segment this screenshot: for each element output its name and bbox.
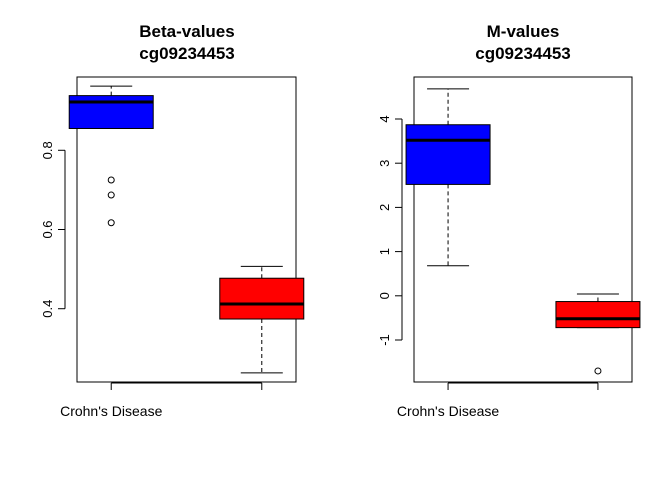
- y-tick-label: 0.8: [40, 141, 55, 159]
- y-tick-label: 2: [377, 204, 392, 211]
- y-tick-label: 3: [377, 160, 392, 167]
- y-tick-label: 4: [377, 115, 392, 122]
- x-tick-label: Crohn's Disease: [397, 403, 499, 419]
- plot-frame: [76, 76, 297, 383]
- y-tick-label: 0: [377, 292, 392, 299]
- y-tick-label: 0.4: [40, 300, 55, 318]
- box-iqr: [555, 301, 641, 329]
- chart-title-line-2: cg09234453: [475, 44, 570, 63]
- box-iqr: [405, 124, 491, 185]
- outlier-point: [107, 176, 115, 184]
- box-iqr: [219, 277, 305, 320]
- box-1: [405, 88, 491, 267]
- y-tick-label: 0.6: [40, 220, 55, 238]
- y-tick-label: 1: [377, 248, 392, 255]
- plot-frame: [413, 76, 633, 383]
- y-tick-label: -1: [377, 334, 392, 346]
- box-2: [219, 265, 305, 374]
- chart-title-line-1: M-values: [487, 22, 560, 41]
- outlier-point: [594, 367, 602, 375]
- chart-title-line-2: cg09234453: [139, 44, 234, 63]
- outlier-point: [107, 219, 115, 227]
- box-1: [68, 85, 154, 227]
- box-2: [555, 293, 641, 375]
- chart-panel-1: Beta-values cg09234453 0.4 0.6 0.8 Crohn's Di…: [40, 22, 305, 419]
- chart-panel-2: M-values cg09234453 -1 0 1 2 3 4 Crohn's Disease: [377, 22, 641, 419]
- outlier-point: [107, 191, 115, 199]
- chart-title-line-1: Beta-values: [139, 22, 234, 41]
- x-tick-label: Crohn's Disease: [60, 403, 162, 419]
